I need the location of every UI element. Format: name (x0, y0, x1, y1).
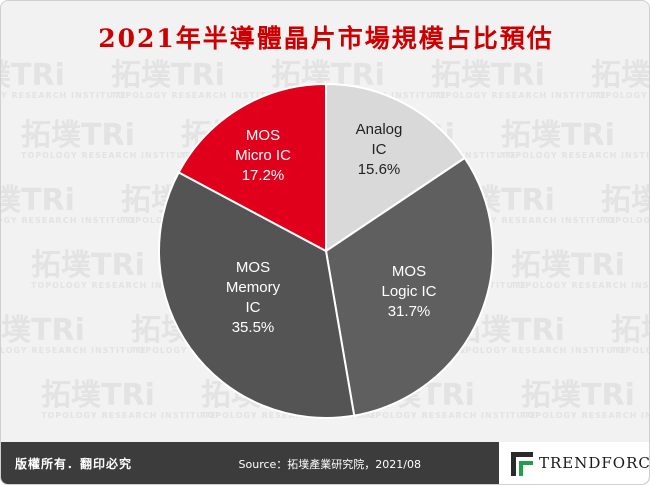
slice-value-label: 17.2% (242, 167, 285, 184)
slice-label: MOS Logic IC 31.7% (381, 263, 436, 320)
slice-name-label: Logic IC (381, 283, 436, 300)
pie-slice (324, 156, 494, 417)
logo-wordmark: TRENDFORCE (539, 454, 650, 472)
source-note: Source：拓墣產業研究院，2021/08 (238, 458, 421, 471)
chart-title: 2021年半導體晶片市場規模占比預估 (98, 24, 554, 53)
slice-value-label: 31.7% (388, 303, 431, 320)
slice-name-label: Analog (356, 121, 403, 138)
slice-label: Analog IC 15.6% (356, 121, 403, 178)
slice-name-label: MOS (236, 259, 270, 276)
pie-slice (177, 82, 327, 253)
pie-slice (158, 171, 356, 419)
footer-bar: 版權所有．翻印必究 Source：拓墣產業研究院，2021/08 TRENDFO… (1, 442, 650, 484)
slice-name-label: IC (372, 141, 387, 158)
trendforce-logo: TRENDFORCE (499, 442, 650, 484)
copyright-notice: 版權所有．翻印必究 (15, 457, 133, 471)
slice-name-label: MOS (246, 127, 280, 144)
slice-label: MOS Micro IC 17.2% (235, 127, 291, 184)
slice-name-label: IC (246, 299, 261, 316)
trendforce-logo-icon (511, 452, 533, 476)
slice-name-label: Memory (226, 279, 281, 296)
pie-slice (325, 82, 467, 253)
slice-name-label: MOS (392, 263, 426, 280)
slice-label: MOS Memory IC 35.5% (226, 259, 281, 336)
slice-name-label: Micro IC (235, 147, 291, 164)
slice-value-label: 15.6% (358, 161, 401, 178)
slice-value-label: 35.5% (232, 319, 275, 336)
